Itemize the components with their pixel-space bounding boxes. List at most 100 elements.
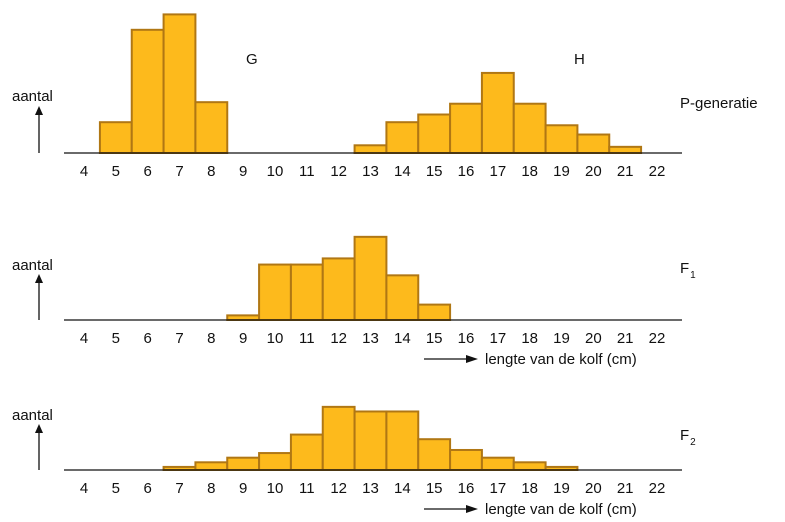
panel-1-series-label: G [246,51,258,68]
panel-2-tick-18: 18 [521,330,538,347]
panel-2-tick-7: 7 [175,330,183,347]
panel-3-tick-5: 5 [112,480,120,497]
panel-1-tick-11: 11 [299,163,315,180]
panel-2-tick-6: 6 [143,330,151,347]
panel-3-bar-11 [289,433,324,471]
panel-1-tick-16: 16 [458,163,475,180]
panel-3-tick-20: 20 [585,480,602,497]
panel-2-tick-14: 14 [394,330,411,347]
panel-3-tick-18: 18 [521,480,538,497]
panel-1-tick-15: 15 [426,163,443,180]
panel-2-tick-8: 8 [207,330,215,347]
panel-3-tick-8: 8 [207,480,215,497]
panel-3-tick-15: 15 [426,480,443,497]
panel-2-x-arrow-head [466,355,478,363]
panel-3-tick-6: 6 [143,480,151,497]
panel-3-bar-12 [321,405,356,471]
panel-2-tick-13: 13 [362,330,379,347]
panel-2-tick-21: 21 [617,330,634,347]
panel-1-tick-22: 22 [649,163,666,180]
panel-1-tick-6: 6 [143,163,151,180]
panel-1-generation-label: P-generatie [680,95,758,112]
panel-2-tick-20: 20 [585,330,602,347]
panel-3-ylabel: aantal [12,407,53,424]
panel-1-tick-4: 4 [80,163,88,180]
panel-2-tick-5: 5 [112,330,120,347]
panel-1-bar-5 [98,121,133,154]
panel-3-x-arrow-head [466,505,478,513]
panel-3-tick-7: 7 [175,480,183,497]
panel-3-tick-16: 16 [458,480,475,497]
panel-3-tick-19: 19 [553,480,570,497]
panel-1-bar-19 [544,124,579,154]
panel-1-bar-15 [417,113,452,154]
panel-3-y-arrow-head [35,424,43,433]
panel-3-tick-12: 12 [330,480,347,497]
panel-3-bar-10 [258,452,292,471]
panel-1-tick-7: 7 [175,163,183,180]
panel-2-tick-11: 11 [299,330,315,347]
panel-3-tick-22: 22 [649,480,666,497]
panel-3-bar-9 [226,456,261,471]
panel-3-bar-8 [194,461,229,471]
panel-1-bar-17 [480,71,515,154]
panel-1-tick-5: 5 [112,163,120,180]
panel-1-tick-21: 21 [617,163,634,180]
panel-3-tick-9: 9 [239,480,247,497]
panel-3-bar-16 [449,448,483,472]
panel-1-bar-18 [512,102,547,154]
panel-2-tick-4: 4 [80,330,88,347]
panel-2-y-arrow-head [35,274,43,283]
panel-2-tick-22: 22 [649,330,666,347]
panel-1-bar-13 [353,144,388,155]
panel-3-generation-label: F2 [680,427,696,448]
panel-3-bar-13 [353,410,388,472]
panel-1-bar-20 [576,133,611,155]
panel-1-tick-9: 9 [239,163,247,180]
panel-2-generation-label: F1 [680,260,696,281]
panel-3-tick-21: 21 [617,480,634,497]
panel-2-ylabel: aantal [12,257,53,274]
panel-2-bar-13 [353,235,388,321]
panel-1-tick-12: 12 [330,163,347,180]
panel-2-bar-9 [226,314,261,322]
panel-3-tick-13: 13 [362,480,379,497]
panel-3-tick-10: 10 [267,480,284,497]
panel-1-y-arrow-head [35,106,43,115]
panel-3-tick-11: 11 [299,480,315,497]
panel-2-xlabel: lengte van de kolf (cm) [485,351,637,368]
panel-2-tick-19: 19 [553,330,570,347]
panel-2-tick-17: 17 [489,330,506,347]
panel-1-bar-8 [194,101,229,154]
panel-3-tick-17: 17 [489,480,506,497]
panel-3-bar-15 [417,438,452,472]
panel-2-tick-16: 16 [458,330,475,347]
panel-1-ylabel: aantal [12,88,53,105]
panel-1-tick-17: 17 [489,163,506,180]
panel-3-bar-14 [385,410,420,472]
panel-2-bar-12 [321,257,356,321]
panel-1-tick-14: 14 [394,163,411,180]
panel-3-tick-14: 14 [394,480,411,497]
panel-2-bar-10 [258,263,292,321]
panel-1-tick-13: 13 [362,163,379,180]
panel-3-bar-18 [512,461,547,471]
panel-1-bar-14 [385,121,420,154]
panel-2-bar-14 [385,274,420,321]
panel-1-tick-19: 19 [553,163,570,180]
panel-2-bar-11 [289,263,324,321]
panel-1-tick-18: 18 [521,163,538,180]
panel-2-tick-9: 9 [239,330,247,347]
panel-2-tick-10: 10 [267,330,284,347]
panel-1-tick-20: 20 [585,163,602,180]
panel-1-tick-8: 8 [207,163,215,180]
panel-2-tick-12: 12 [330,330,347,347]
panel-2-tick-15: 15 [426,330,443,347]
panel-3-xlabel: lengte van de kolf (cm) [485,501,637,518]
panel-3-bar-17 [480,456,515,471]
panel-1-bar-16 [449,102,483,154]
panel-2-bar-15 [417,303,452,322]
panel-1-bar-7 [162,13,197,155]
panel-1-tick-10: 10 [267,163,284,180]
